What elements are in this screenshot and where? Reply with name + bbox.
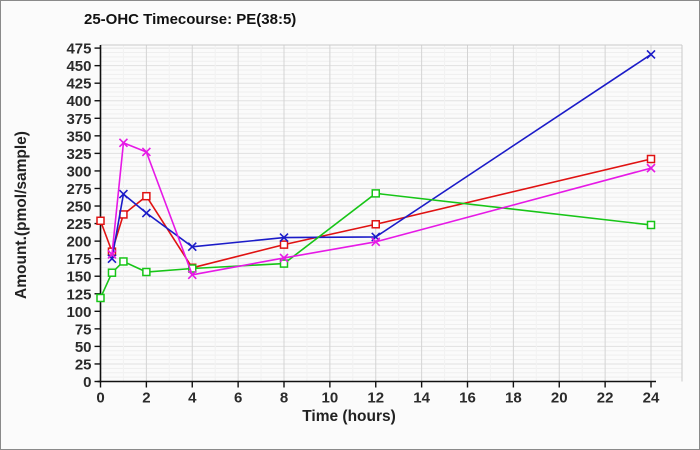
svg-text:350: 350	[66, 128, 91, 145]
svg-text:375: 375	[66, 111, 91, 128]
svg-text:25: 25	[75, 356, 92, 373]
svg-text:2: 2	[142, 390, 150, 407]
svg-text:225: 225	[66, 216, 91, 233]
svg-text:10: 10	[322, 390, 339, 407]
svg-text:75: 75	[75, 321, 92, 338]
svg-text:14: 14	[413, 390, 430, 407]
svg-text:22: 22	[597, 390, 614, 407]
svg-text:0: 0	[96, 390, 104, 407]
svg-text:0: 0	[83, 374, 91, 391]
chart-title: 25-OHC Timecourse: PE(38:5)	[84, 11, 297, 28]
svg-text:275: 275	[66, 181, 91, 198]
svg-text:24: 24	[643, 390, 660, 407]
svg-text:475: 475	[66, 41, 91, 58]
svg-text:50: 50	[75, 339, 92, 356]
svg-text:18: 18	[505, 390, 522, 407]
x-axis-title: Time (hours)	[302, 408, 396, 425]
svg-text:8: 8	[280, 390, 288, 407]
svg-text:450: 450	[66, 58, 91, 75]
svg-text:300: 300	[66, 163, 91, 180]
svg-text:125: 125	[66, 286, 91, 303]
svg-text:200: 200	[66, 234, 91, 251]
svg-text:150: 150	[66, 269, 91, 286]
svg-text:325: 325	[66, 146, 91, 163]
svg-text:175: 175	[66, 251, 91, 268]
svg-text:6: 6	[234, 390, 242, 407]
svg-text:12: 12	[367, 390, 384, 407]
svg-text:250: 250	[66, 199, 91, 216]
svg-text:425: 425	[66, 76, 91, 93]
svg-text:16: 16	[459, 390, 476, 407]
svg-text:100: 100	[66, 304, 91, 321]
svg-text:400: 400	[66, 93, 91, 110]
svg-text:20: 20	[551, 390, 568, 407]
svg-text:4: 4	[188, 390, 197, 407]
